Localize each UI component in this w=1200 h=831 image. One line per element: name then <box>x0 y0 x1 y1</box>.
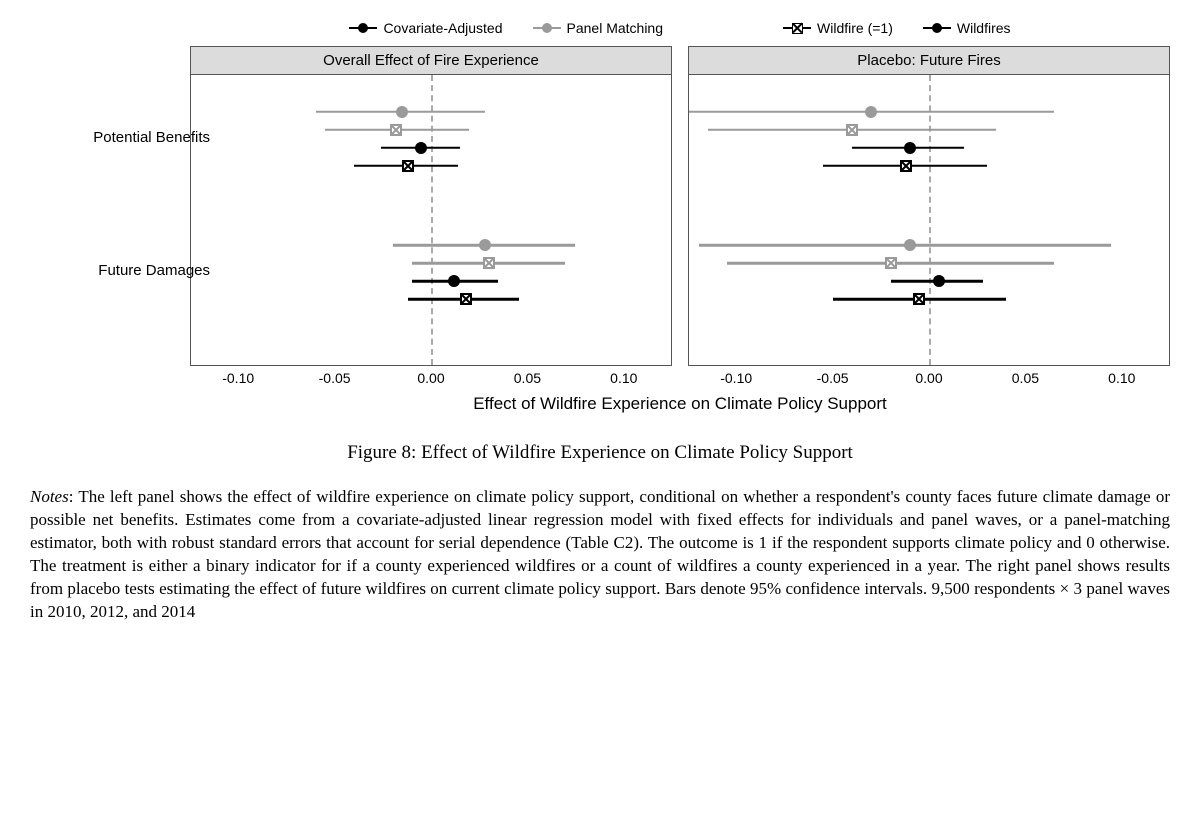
x-tick-label: -0.10 <box>222 370 254 386</box>
legend-label: Panel Matching <box>567 20 664 36</box>
legend-label: Wildfires <box>957 20 1011 36</box>
x-tick-label: 0.10 <box>1108 370 1135 386</box>
estimate-point <box>396 106 408 118</box>
estimate-point <box>865 106 877 118</box>
y-category-label: Future Damages <box>60 262 210 279</box>
circle-icon <box>533 21 561 35</box>
facet-panel: Overall Effect of Fire Experience <box>190 46 672 366</box>
notes-body: : The left panel shows the effect of wil… <box>30 487 1170 621</box>
x-tick-label: -0.05 <box>817 370 849 386</box>
estimate-point <box>900 160 912 172</box>
panel-strip-title: Placebo: Future Fires <box>689 47 1169 75</box>
estimate-point <box>885 257 897 269</box>
circle-icon <box>865 106 877 118</box>
circle-icon <box>904 142 916 154</box>
estimate-point <box>904 239 916 251</box>
panel-body <box>191 75 671 365</box>
circle-icon <box>479 239 491 251</box>
legend-item: Panel Matching <box>533 20 664 36</box>
x-axis-title: Effect of Wildfire Experience on Climate… <box>190 394 1170 414</box>
panels-row: Overall Effect of Fire Experience Placebo… <box>190 46 1170 366</box>
circle-icon <box>933 275 945 287</box>
estimate-point <box>460 293 472 305</box>
legend-item: Covariate-Adjusted <box>349 20 502 36</box>
x-tick-label: -0.10 <box>720 370 752 386</box>
notes-label: Notes <box>30 487 69 506</box>
figure-notes: Notes: The left panel shows the effect o… <box>30 486 1170 624</box>
square-x-icon <box>913 293 925 305</box>
legend-item: Wildfires <box>923 20 1011 36</box>
x-tick-label: 0.00 <box>417 370 444 386</box>
square-x-icon <box>390 124 402 136</box>
estimate-point <box>415 142 427 154</box>
square-x-icon <box>402 160 414 172</box>
panel-body <box>689 75 1169 365</box>
zero-reference-line <box>929 75 931 365</box>
square-x-icon <box>885 257 897 269</box>
x-ticks: -0.10 -0.05 0.00 0.05 0.10 <box>190 370 672 390</box>
zero-reference-line <box>431 75 433 365</box>
facet-panel: Placebo: Future Fires <box>688 46 1170 366</box>
square-x-icon <box>460 293 472 305</box>
estimate-point <box>479 239 491 251</box>
circle-icon <box>349 21 377 35</box>
x-tick-label: 0.00 <box>915 370 942 386</box>
legend-label: Wildfire (=1) <box>817 20 893 36</box>
figure: Covariate-Adjusted Panel Matching Wildfire… <box>30 20 1170 624</box>
x-tick-label: -0.05 <box>319 370 351 386</box>
circle-icon <box>415 142 427 154</box>
y-category-label: Potential Benefits <box>60 129 210 146</box>
estimate-point <box>483 257 495 269</box>
circle-icon <box>396 106 408 118</box>
x-tick-label: 0.05 <box>1012 370 1039 386</box>
estimate-point <box>913 293 925 305</box>
circle-icon <box>923 21 951 35</box>
legend-label: Covariate-Adjusted <box>383 20 502 36</box>
estimate-point <box>402 160 414 172</box>
square-x-icon <box>846 124 858 136</box>
x-tick-row: -0.10 -0.05 0.00 0.05 0.10 -0.10 -0.05 0.00 0.05… <box>190 370 1170 390</box>
estimate-point <box>933 275 945 287</box>
x-tick-label: 0.10 <box>610 370 637 386</box>
circle-icon <box>904 239 916 251</box>
estimate-point <box>390 124 402 136</box>
x-ticks: -0.10 -0.05 0.00 0.05 0.10 <box>688 370 1170 390</box>
estimate-point <box>904 142 916 154</box>
square-x-icon <box>900 160 912 172</box>
legend-item: Wildfire (=1) <box>783 20 893 36</box>
estimate-point <box>846 124 858 136</box>
estimate-point <box>448 275 460 287</box>
square-x-icon <box>783 21 811 35</box>
panel-strip-title: Overall Effect of Fire Experience <box>191 47 671 75</box>
circle-icon <box>448 275 460 287</box>
figure-caption: Figure 8: Effect of Wildfire Experience … <box>30 442 1170 464</box>
legend: Covariate-Adjusted Panel Matching Wildfire… <box>190 20 1170 36</box>
x-tick-label: 0.05 <box>514 370 541 386</box>
square-x-icon <box>483 257 495 269</box>
